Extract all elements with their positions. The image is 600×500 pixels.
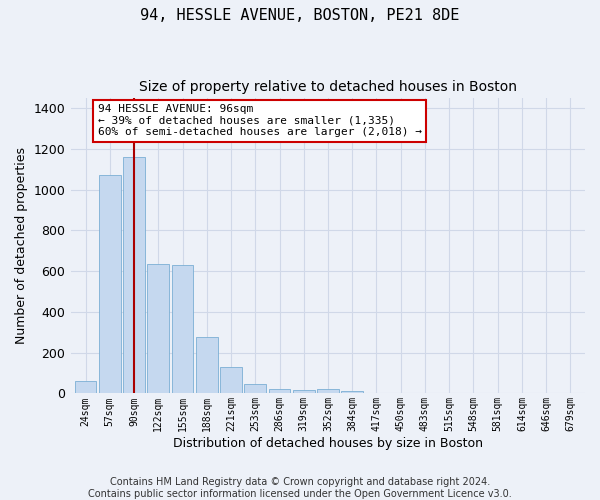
Bar [293, 390, 314, 394]
Text: 94, HESSLE AVENUE, BOSTON, PE21 8DE: 94, HESSLE AVENUE, BOSTON, PE21 8DE [140, 8, 460, 22]
Bar [74, 381, 97, 394]
Bar [148, 264, 169, 394]
Bar [317, 390, 339, 394]
Bar [172, 265, 193, 394]
Bar [220, 367, 242, 394]
Bar [123, 157, 145, 394]
Text: Contains HM Land Registry data © Crown copyright and database right 2024.
Contai: Contains HM Land Registry data © Crown c… [88, 478, 512, 499]
Text: 94 HESSLE AVENUE: 96sqm
← 39% of detached houses are smaller (1,335)
60% of semi: 94 HESSLE AVENUE: 96sqm ← 39% of detache… [98, 104, 422, 138]
Y-axis label: Number of detached properties: Number of detached properties [15, 147, 28, 344]
Bar [196, 338, 218, 394]
Title: Size of property relative to detached houses in Boston: Size of property relative to detached ho… [139, 80, 517, 94]
X-axis label: Distribution of detached houses by size in Boston: Distribution of detached houses by size … [173, 437, 483, 450]
Bar [269, 390, 290, 394]
Bar [99, 176, 121, 394]
Bar [341, 392, 363, 394]
Bar [244, 384, 266, 394]
